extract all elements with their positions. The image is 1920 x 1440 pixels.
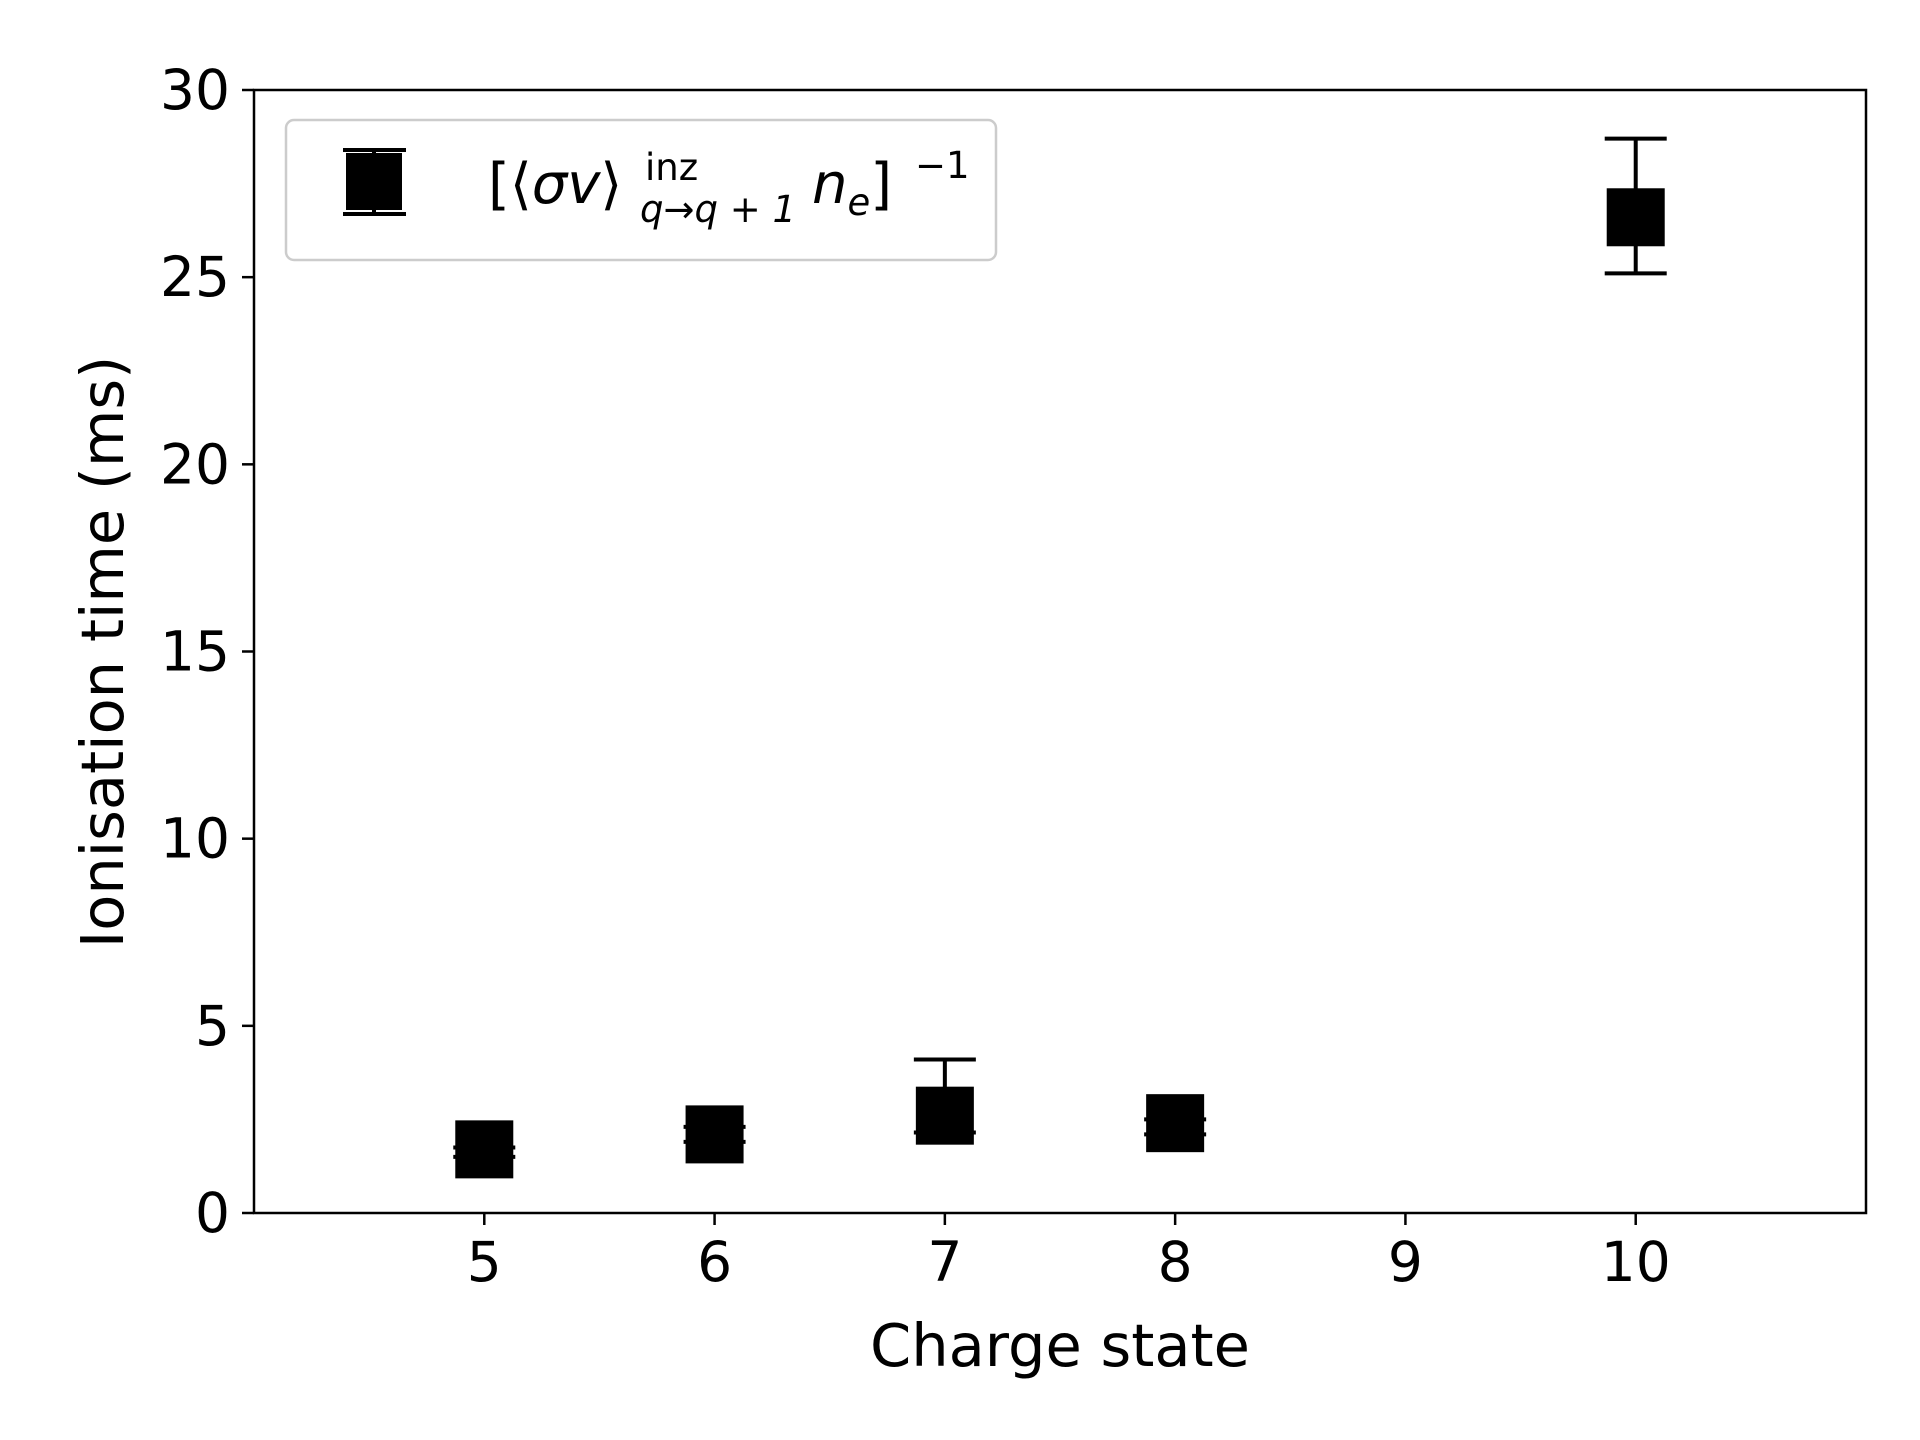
legend-density: ne] [812, 152, 892, 224]
marker-square [685, 1105, 744, 1164]
legend-open-bracket: [⟨ [488, 152, 532, 217]
x-tick-label: 6 [697, 1230, 732, 1294]
marker-square [455, 1120, 514, 1179]
legend-sigma: σ [532, 152, 569, 217]
legend-e-subscript: e [848, 181, 871, 224]
y-axis: 0 5 10 15 20 25 30 [160, 58, 254, 1245]
x-tick-label: 7 [927, 1230, 962, 1294]
x-axis: 5 6 7 8 9 10 [467, 1213, 1671, 1294]
plot-marks [453, 136, 1667, 1179]
legend-marker [343, 148, 406, 216]
data-point [913, 1057, 976, 1145]
legend-entry-label: [⟨σv⟩ [488, 152, 622, 217]
y-tick-label: 15 [160, 620, 230, 684]
y-tick-label: 0 [195, 1181, 230, 1245]
y-axis-label: Ionisation time (ms) [68, 356, 137, 948]
legend-superscript: inz [645, 146, 698, 189]
y-tick-label: 25 [160, 245, 230, 309]
data-point [1144, 1094, 1207, 1153]
data-point [683, 1105, 746, 1164]
y-tick-label: 10 [160, 807, 230, 871]
legend: [⟨σv⟩ inz q→q + 1 ne] −1 [284, 118, 998, 262]
x-tick-label: 5 [467, 1230, 502, 1294]
legend-exponent: −1 [915, 144, 970, 187]
data-point [453, 1120, 516, 1179]
data-point [1604, 136, 1667, 276]
legend-close-angle: ⟩ [600, 152, 622, 217]
marker-square [1606, 188, 1665, 247]
legend-subscript: q→q + 1 [640, 188, 796, 231]
legend-n: n [812, 152, 848, 217]
y-tick-label: 20 [160, 432, 230, 496]
marker-square [915, 1086, 974, 1145]
legend-close-bracket: ] [870, 152, 892, 217]
x-tick-label: 9 [1388, 1230, 1423, 1294]
legend-v: v [567, 152, 601, 217]
y-tick-label: 30 [160, 58, 230, 122]
x-axis-label: Charge state [870, 1311, 1250, 1380]
x-tick-label: 10 [1601, 1230, 1671, 1294]
x-tick-label: 8 [1158, 1230, 1193, 1294]
y-tick-label: 5 [195, 994, 230, 1058]
legend-box [284, 118, 998, 262]
marker-square [1146, 1094, 1205, 1153]
